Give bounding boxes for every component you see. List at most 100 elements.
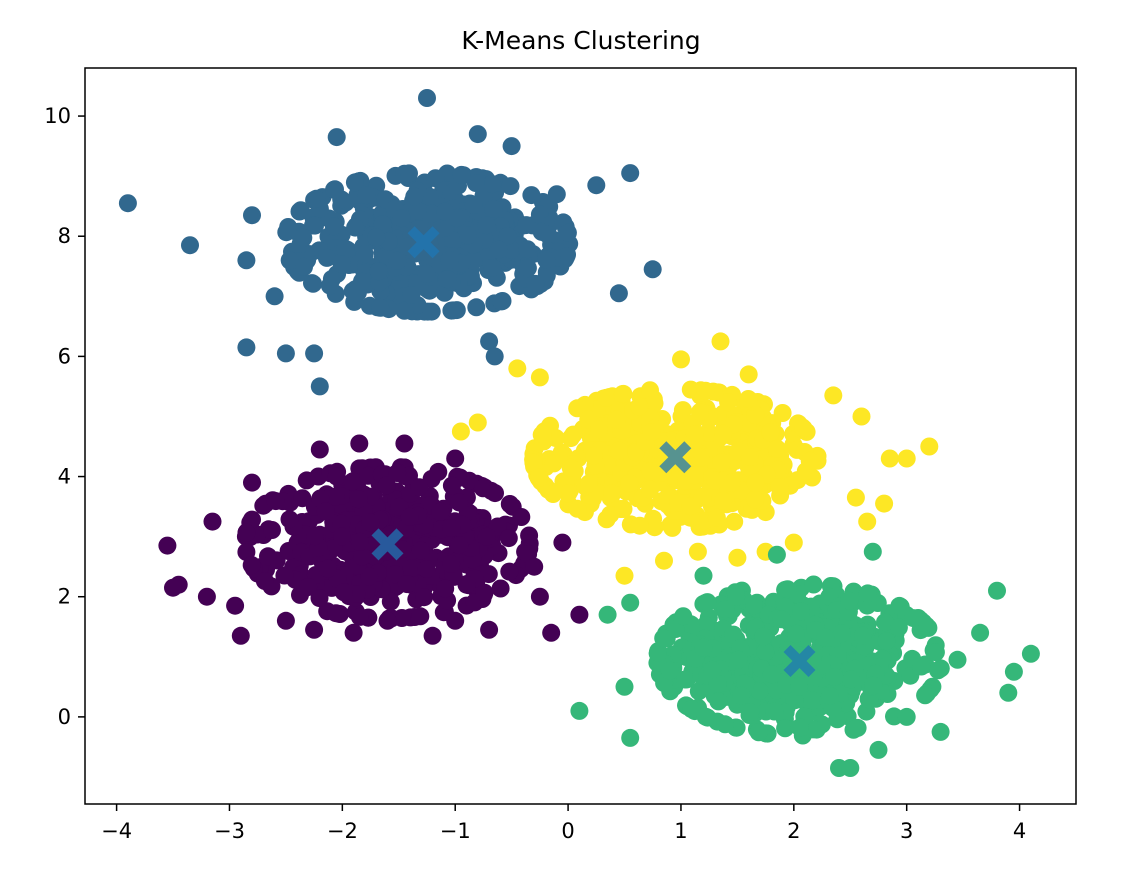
cluster-1-point — [371, 298, 390, 317]
cluster-3-point — [468, 413, 487, 432]
cluster-0-point — [542, 623, 561, 642]
cluster-3-point — [615, 566, 634, 585]
cluster-3-point — [580, 474, 598, 493]
cluster-0-point — [410, 478, 429, 497]
cluster-2-point — [790, 677, 808, 696]
y-tick-label: 10 — [44, 104, 71, 128]
cluster-2-point — [988, 581, 1006, 600]
cluster-0-point — [334, 583, 353, 602]
cluster-0-point — [310, 440, 329, 459]
cluster-0-point — [480, 620, 499, 639]
cluster-3-point — [714, 424, 733, 443]
cluster-3-point — [875, 494, 894, 513]
cluster-1-point — [466, 174, 485, 192]
cluster-0-point — [525, 557, 544, 576]
x-tick-label: −2 — [327, 819, 358, 843]
cluster-2-point — [889, 618, 908, 637]
cluster-0-point — [442, 519, 461, 537]
x-tick-label: 1 — [674, 819, 687, 843]
cluster-3-point — [696, 381, 715, 400]
cluster-0-point — [237, 523, 256, 542]
cluster-0-point — [242, 556, 261, 575]
cluster-3-point — [673, 401, 692, 420]
cluster-3-point — [706, 471, 725, 490]
cluster-1-point — [118, 194, 137, 213]
cluster-3-point — [614, 500, 633, 518]
cluster-2-point — [682, 700, 701, 719]
cluster-0-point — [353, 547, 372, 566]
cluster-1-point — [392, 209, 411, 228]
cluster-2-point — [762, 665, 781, 684]
cluster-2-point — [804, 720, 823, 739]
cluster-1-point — [357, 186, 376, 205]
cluster-3-point — [655, 551, 673, 570]
cluster-2-point — [708, 675, 727, 693]
cluster-1-point — [417, 264, 436, 283]
cluster-2-point — [767, 545, 786, 564]
cluster-1-point — [353, 272, 371, 291]
cluster-3-point — [688, 542, 707, 561]
cluster-2-point — [785, 691, 804, 710]
cluster-2-point — [621, 593, 640, 612]
cluster-0-point — [530, 587, 549, 606]
cluster-1-point — [468, 125, 487, 144]
cluster-2-point — [694, 638, 713, 657]
cluster-3-point — [824, 386, 843, 405]
cluster-0-point — [450, 536, 469, 555]
cluster-3-point — [630, 397, 649, 416]
cluster-1-point — [305, 344, 324, 363]
cluster-1-point — [333, 255, 351, 274]
y-tick-label: 0 — [58, 705, 71, 729]
cluster-3-point — [614, 384, 633, 403]
cluster-3-point — [746, 490, 765, 509]
cluster-1-point — [355, 245, 374, 263]
cluster-2-point — [729, 650, 748, 669]
centroid-marker-1 — [407, 226, 440, 259]
cluster-1-point — [464, 196, 483, 214]
cluster-3-point — [920, 437, 939, 456]
cluster-1-point — [537, 263, 556, 282]
cluster-3-point — [451, 422, 470, 441]
cluster-3-point — [852, 407, 871, 426]
x-tick-label: 2 — [787, 819, 800, 843]
cluster-2-point — [931, 722, 950, 741]
cluster-3-point — [630, 516, 649, 535]
cluster-1-point — [485, 347, 504, 366]
cluster-2-point — [842, 670, 861, 689]
cluster-0-point — [197, 587, 216, 606]
cluster-3-point — [725, 512, 744, 531]
cluster-3-point — [645, 394, 664, 413]
cluster-3-point — [603, 484, 621, 503]
cluster-0-point — [299, 578, 318, 597]
cluster-0-point — [327, 604, 345, 623]
cluster-1-point — [237, 338, 256, 357]
cluster-3-point — [672, 350, 690, 369]
cluster-3-point — [700, 424, 719, 443]
cluster-2-point — [825, 668, 844, 687]
cluster-1-point — [489, 240, 508, 259]
cluster-0-point — [446, 449, 465, 468]
cluster-0-point — [423, 626, 442, 645]
centroid-marker-0 — [371, 528, 404, 561]
cluster-2-point — [716, 600, 735, 619]
cluster-3-point — [846, 488, 865, 507]
cluster-1-point — [537, 250, 556, 269]
cluster-1-point — [317, 248, 336, 267]
cluster-0-point — [158, 536, 177, 555]
cluster-0-point — [553, 533, 572, 552]
cluster-3-point — [858, 512, 877, 531]
cluster-1-point — [538, 225, 557, 244]
cluster-1-point — [237, 251, 256, 270]
cluster-1-point — [477, 216, 496, 235]
cluster-0-point — [344, 623, 363, 642]
cluster-2-point — [877, 632, 896, 651]
cluster-2-point — [926, 643, 945, 662]
cluster-0-point — [475, 583, 494, 602]
cluster-2-point — [750, 682, 769, 700]
cluster-3-point — [597, 388, 615, 407]
cluster-3-point — [768, 439, 787, 458]
cluster-0-point — [512, 508, 531, 526]
cluster-1-point — [501, 177, 520, 196]
cluster-3-point — [681, 380, 700, 399]
cluster-2-point — [863, 542, 882, 561]
